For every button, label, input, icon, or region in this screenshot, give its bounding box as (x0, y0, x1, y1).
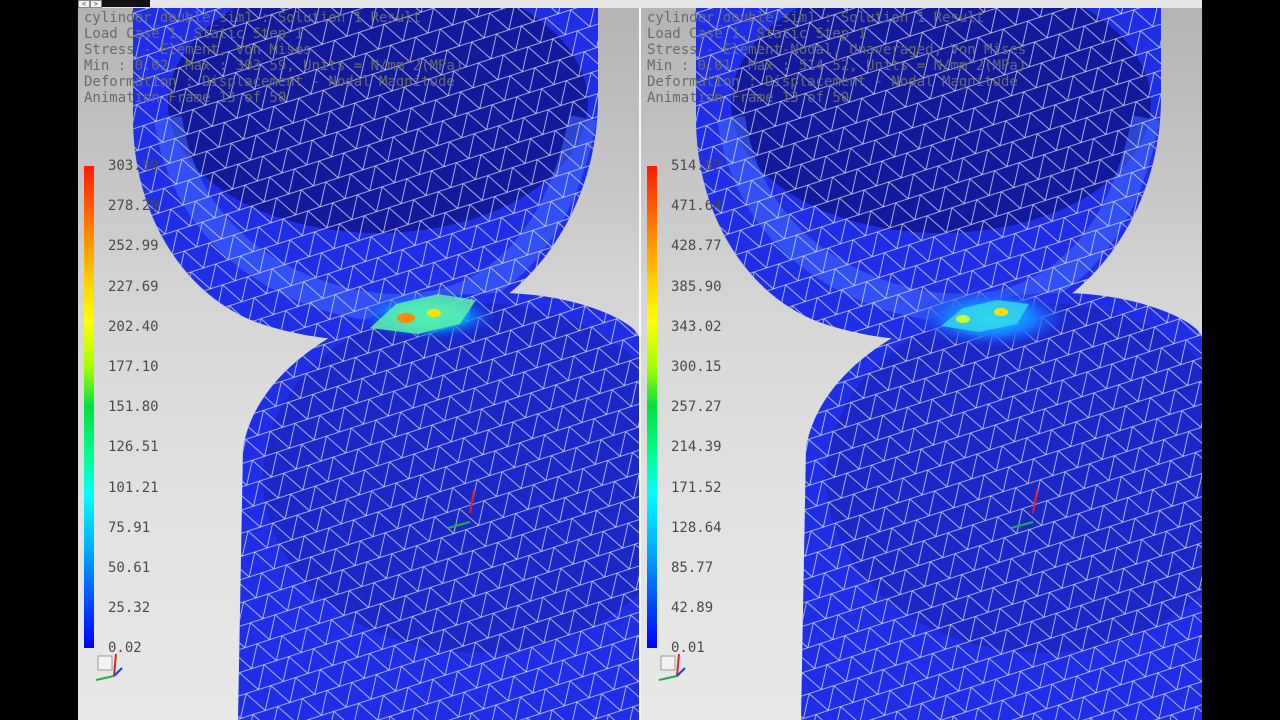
legend-value: 75.91 (108, 519, 151, 536)
legend-value: 343.02 (671, 318, 722, 335)
legend-value: 252.99 (108, 238, 159, 255)
legend-value: 202.40 (108, 318, 159, 335)
tab-scroll-right[interactable]: > (90, 0, 102, 8)
fem-mesh-scene-left[interactable] (78, 8, 639, 720)
info-line: Animation Frame 13 of 50 (647, 90, 850, 106)
graphics-viewport-left[interactable]: cylinder_double_sim1 : Solution 1 Result… (78, 8, 639, 720)
legend-value: 0.01 (671, 640, 705, 657)
legend-value: 85.77 (671, 559, 714, 576)
legend-value: 227.69 (108, 278, 159, 295)
view-cube-icon (97, 655, 113, 671)
info-line: Load Case 1, Static Step 1 (647, 26, 867, 42)
info-line: Deformation : Displacement - Nodal Magni… (647, 74, 1018, 90)
coordinate-triad-icon[interactable] (655, 646, 695, 686)
info-line: cylinder_double_sim1 : Solution 1 Result (84, 10, 422, 26)
legend-value: 177.10 (108, 358, 159, 375)
info-line: Load Case 1, Static Step 1 (84, 26, 304, 42)
color-legend-labels: 514.52 471.64 428.77 385.90 343.02 300.1… (671, 158, 722, 680)
info-line: cylinder_double_sim1 : Solution 1 Result (647, 10, 985, 26)
legend-value: 101.21 (108, 479, 159, 496)
info-line: Deformation : Displacement - Nodal Magni… (84, 74, 455, 90)
legend-value: 128.64 (671, 519, 722, 536)
legend-value: 428.77 (671, 238, 722, 255)
legend-value: 151.80 (108, 399, 159, 416)
fem-mesh-scene-right[interactable] (641, 8, 1202, 720)
tab-scroll-left[interactable]: < (78, 0, 90, 8)
legend-value: 171.52 (671, 479, 722, 496)
legend-value: 42.89 (671, 600, 714, 617)
graphics-viewport-right[interactable]: cylinder_double_sim1 : Solution 1 Result… (641, 8, 1202, 720)
legend-value: 126.51 (108, 439, 159, 456)
chevron-right-icon: > (93, 0, 99, 8)
result-info-panel: cylinder_double_sim1 : Solution 1 Result… (647, 10, 1026, 106)
color-legend-bar (84, 166, 94, 648)
coordinate-triad-icon[interactable] (92, 646, 132, 686)
result-info-panel: cylinder_double_sim1 : Solution 1 Result… (84, 10, 463, 106)
legend-value: 50.61 (108, 559, 151, 576)
color-legend-labels: 303.59 278.29 252.99 227.69 202.40 177.1… (108, 158, 159, 680)
legend-value: 300.15 (671, 358, 722, 375)
legend-value: 514.52 (671, 158, 722, 174)
active-tab[interactable] (102, 0, 150, 7)
color-legend-bar (647, 166, 657, 648)
legend-value: 25.32 (108, 600, 151, 617)
info-line: Stress - Element-Nodal, Unaveraged, Von … (647, 42, 1027, 58)
info-line: Animation Frame 13 of 50 (84, 90, 287, 106)
info-line: Min : 0.01, Max : 514.52, Units = N/mm^2… (647, 58, 1027, 74)
legend-value: 471.64 (671, 198, 722, 215)
legend-value: 278.29 (108, 198, 159, 215)
info-line: Stress - Element, Von Mises (84, 42, 312, 58)
info-line: Min : 0.02, Max : 303.59, Units = N/mm^2… (84, 58, 464, 74)
viewport-divider (639, 8, 641, 720)
legend-value: 214.39 (671, 439, 722, 456)
view-cube-icon (660, 655, 676, 671)
legend-value: 257.27 (671, 399, 722, 416)
chevron-left-icon: < (81, 0, 87, 8)
legend-value: 385.90 (671, 278, 722, 295)
legend-value: 303.59 (108, 158, 159, 174)
legend-value: 0.02 (108, 640, 142, 657)
